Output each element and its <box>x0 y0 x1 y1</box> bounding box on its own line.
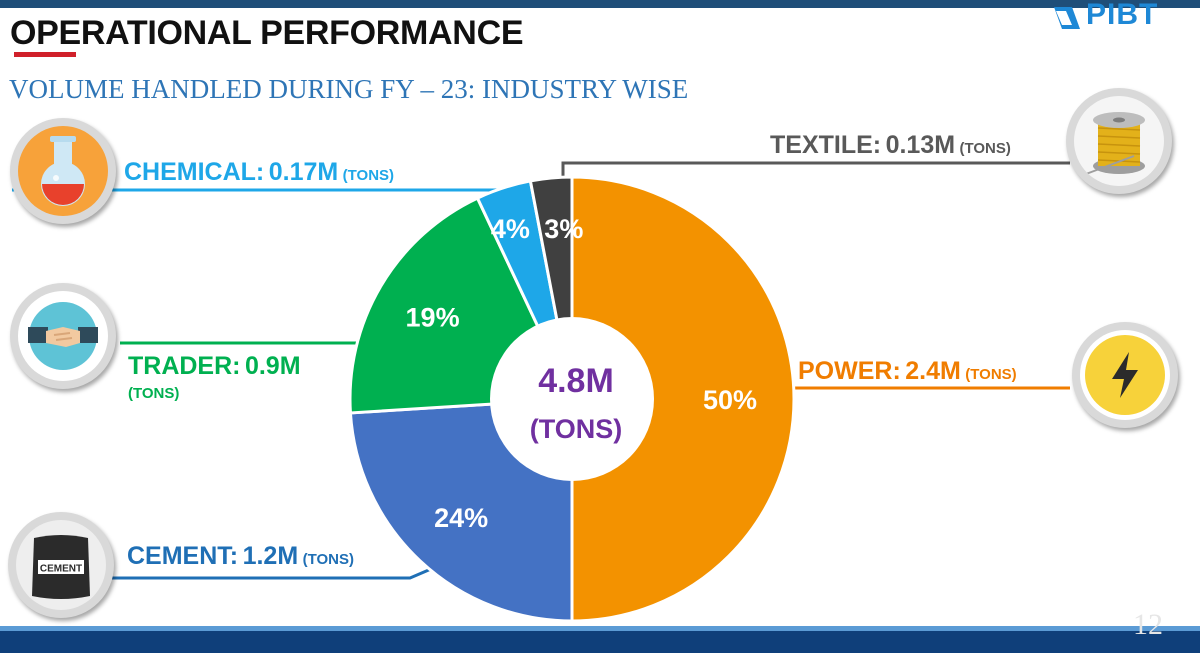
textile-value: 0.13M <box>885 131 956 159</box>
bottom-band <box>0 626 1200 653</box>
power-lightning-icon <box>1072 322 1178 428</box>
center-unit: (TONS) <box>530 414 623 444</box>
cement-value: 1.2M <box>242 542 299 570</box>
textile-thread-spool-icon <box>1066 88 1172 194</box>
chart-subtitle: VOLUME HANDLED DURING FY – 23: INDUSTRY … <box>9 74 689 104</box>
cement-bag-icon: CEMENT <box>8 512 114 618</box>
pct-label-power: 50% <box>703 385 757 415</box>
textile-leader-line <box>561 161 1070 180</box>
power-unit: (TONS) <box>965 366 1017 383</box>
power-value: 2.4M <box>905 357 961 385</box>
chemical-value: 0.17M <box>268 158 339 186</box>
textile-label: TEXTILE: 0.13M (TONS) <box>770 131 1011 160</box>
cement-label: CEMENT: 1.2M (TONS) <box>127 542 354 571</box>
logo-mark-icon <box>1054 7 1080 29</box>
company-logo: PIBT <box>1052 0 1192 36</box>
chemical-unit: (TONS) <box>342 167 395 184</box>
page-title: OPERATIONAL PERFORMANCE <box>10 14 524 52</box>
cement-bag-label: CEMENT <box>40 564 82 575</box>
pct-label-textile: 3% <box>544 214 583 244</box>
pct-label-trader: 19% <box>406 303 460 333</box>
pct-label-chemical: 4% <box>491 214 530 244</box>
logo-text: PIBT <box>1086 0 1159 31</box>
page-number: 12 <box>1133 608 1163 641</box>
cement-unit: (TONS) <box>302 551 354 568</box>
center-value: 4.8M <box>538 362 614 400</box>
trader-handshake-icon <box>10 283 116 389</box>
chemical-name: CHEMICAL: <box>124 158 265 186</box>
textile-unit: (TONS) <box>959 140 1011 157</box>
textile-name: TEXTILE: <box>770 131 882 159</box>
chemical-label: CHEMICAL: 0.17M (TONS) <box>124 158 394 187</box>
trader-unit: (TONS) <box>128 385 180 402</box>
title-underline <box>14 52 76 57</box>
trader-name: TRADER: <box>128 352 241 380</box>
chemical-flask-icon <box>10 118 116 224</box>
donut-hole <box>490 317 654 481</box>
cement-name: CEMENT: <box>127 542 239 570</box>
power-name: POWER: <box>798 357 901 385</box>
trader-label: TRADER: 0.9M (TONS) <box>128 352 301 402</box>
power-label: POWER: 2.4M (TONS) <box>798 357 1017 386</box>
pct-label-cement: 24% <box>434 503 488 533</box>
trader-value: 0.9M <box>244 352 301 380</box>
pie-slice-power <box>570 175 796 623</box>
top-band <box>0 0 1200 8</box>
